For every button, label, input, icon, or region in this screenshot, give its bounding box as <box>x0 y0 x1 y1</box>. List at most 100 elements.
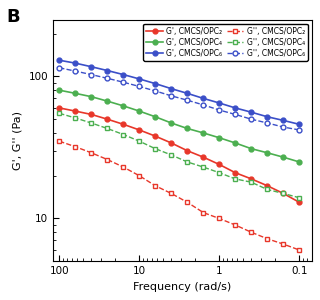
G', CMCS/OPC₂ <box>122 122 125 126</box>
G'', CMCS/OPC₄ <box>73 116 77 120</box>
G'', CMCS/OPC₆ <box>57 66 61 70</box>
G'', CMCS/OPC₄ <box>217 171 221 175</box>
G'', CMCS/OPC₆ <box>137 85 141 88</box>
G', CMCS/OPC₂ <box>169 141 173 145</box>
G', CMCS/OPC₂ <box>137 128 141 132</box>
G', CMCS/OPC₂ <box>185 149 189 152</box>
G'', CMCS/OPC₄ <box>122 133 125 136</box>
G'', CMCS/OPC₆ <box>73 69 77 73</box>
G'', CMCS/OPC₄ <box>57 112 61 115</box>
G'', CMCS/OPC₂ <box>122 165 125 169</box>
G', CMCS/OPC₆ <box>73 61 77 65</box>
G', CMCS/OPC₆ <box>202 97 205 100</box>
G', CMCS/OPC₂ <box>282 192 285 195</box>
G'', CMCS/OPC₄ <box>153 147 157 151</box>
G', CMCS/OPC₂ <box>217 163 221 166</box>
G', CMCS/OPC₂ <box>202 155 205 159</box>
G'', CMCS/OPC₂ <box>89 151 93 154</box>
G', CMCS/OPC₆ <box>169 87 173 91</box>
G', CMCS/OPC₄ <box>185 127 189 130</box>
G'', CMCS/OPC₂ <box>265 237 269 241</box>
G'', CMCS/OPC₆ <box>282 125 285 129</box>
G', CMCS/OPC₄ <box>89 95 93 98</box>
G'', CMCS/OPC₂ <box>153 184 157 188</box>
G'', CMCS/OPC₄ <box>185 160 189 164</box>
G'', CMCS/OPC₆ <box>233 112 237 116</box>
G', CMCS/OPC₄ <box>122 104 125 108</box>
G'', CMCS/OPC₂ <box>137 174 141 178</box>
G', CMCS/OPC₄ <box>297 160 301 164</box>
G'', CMCS/OPC₄ <box>202 165 205 169</box>
G'', CMCS/OPC₂ <box>217 217 221 220</box>
G'', CMCS/OPC₆ <box>122 80 125 84</box>
G', CMCS/OPC₆ <box>233 106 237 110</box>
G', CMCS/OPC₆ <box>265 115 269 119</box>
G', CMCS/OPC₆ <box>89 65 93 68</box>
G', CMCS/OPC₄ <box>153 115 157 119</box>
G'', CMCS/OPC₂ <box>169 192 173 195</box>
G'', CMCS/OPC₂ <box>73 145 77 148</box>
G'', CMCS/OPC₂ <box>297 248 301 252</box>
G', CMCS/OPC₆ <box>122 73 125 76</box>
G', CMCS/OPC₂ <box>73 109 77 113</box>
G', CMCS/OPC₄ <box>265 151 269 154</box>
X-axis label: Frequency (rad/s): Frequency (rad/s) <box>133 282 231 292</box>
G', CMCS/OPC₂ <box>265 184 269 188</box>
G', CMCS/OPC₂ <box>105 117 109 121</box>
G'', CMCS/OPC₄ <box>89 121 93 125</box>
G'', CMCS/OPC₄ <box>265 188 269 191</box>
G'', CMCS/OPC₄ <box>233 177 237 181</box>
G'', CMCS/OPC₆ <box>202 103 205 107</box>
G', CMCS/OPC₄ <box>137 109 141 113</box>
G'', CMCS/OPC₂ <box>282 242 285 246</box>
G'', CMCS/OPC₆ <box>297 128 301 132</box>
G'', CMCS/OPC₆ <box>169 94 173 98</box>
G', CMCS/OPC₄ <box>202 131 205 135</box>
G', CMCS/OPC₆ <box>297 122 301 126</box>
G', CMCS/OPC₆ <box>217 101 221 105</box>
G', CMCS/OPC₂ <box>153 134 157 138</box>
G'', CMCS/OPC₄ <box>297 196 301 200</box>
Legend: G', CMCS/OPC₂, G', CMCS/OPC₄, G', CMCS/OPC₆, G'', CMCS/OPC₂, G'', CMCS/OPC₄, G'': G', CMCS/OPC₂, G', CMCS/OPC₄, G', CMCS/O… <box>143 24 308 61</box>
G', CMCS/OPC₄ <box>217 136 221 140</box>
G', CMCS/OPC₆ <box>249 110 253 114</box>
Line: G', CMCS/OPC₄: G', CMCS/OPC₄ <box>57 88 302 164</box>
G', CMCS/OPC₆ <box>153 82 157 85</box>
G'', CMCS/OPC₄ <box>169 153 173 157</box>
G', CMCS/OPC₆ <box>185 92 189 95</box>
G', CMCS/OPC₂ <box>57 106 61 110</box>
G'', CMCS/OPC₄ <box>137 140 141 143</box>
Line: G', CMCS/OPC₂: G', CMCS/OPC₂ <box>57 106 302 205</box>
G'', CMCS/OPC₂ <box>185 200 189 204</box>
G', CMCS/OPC₂ <box>89 112 93 116</box>
G', CMCS/OPC₄ <box>105 99 109 103</box>
G'', CMCS/OPC₆ <box>249 117 253 121</box>
Text: B: B <box>6 8 20 26</box>
G'', CMCS/OPC₆ <box>153 89 157 93</box>
G', CMCS/OPC₄ <box>73 92 77 95</box>
G', CMCS/OPC₄ <box>169 121 173 125</box>
G'', CMCS/OPC₆ <box>217 108 221 112</box>
G', CMCS/OPC₄ <box>233 141 237 145</box>
G'', CMCS/OPC₂ <box>57 140 61 143</box>
G', CMCS/OPC₄ <box>57 88 61 92</box>
Line: G'', CMCS/OPC₂: G'', CMCS/OPC₂ <box>57 139 302 252</box>
G', CMCS/OPC₄ <box>282 155 285 159</box>
G'', CMCS/OPC₆ <box>89 73 93 76</box>
G'', CMCS/OPC₆ <box>105 76 109 80</box>
G', CMCS/OPC₆ <box>57 58 61 62</box>
G'', CMCS/OPC₆ <box>185 98 189 102</box>
G', CMCS/OPC₆ <box>137 77 141 81</box>
G', CMCS/OPC₆ <box>105 69 109 72</box>
G', CMCS/OPC₂ <box>233 171 237 175</box>
G'', CMCS/OPC₄ <box>249 180 253 184</box>
G'', CMCS/OPC₄ <box>282 192 285 195</box>
G', CMCS/OPC₆ <box>282 118 285 122</box>
G'', CMCS/OPC₄ <box>105 127 109 130</box>
G', CMCS/OPC₄ <box>249 147 253 151</box>
G'', CMCS/OPC₆ <box>265 121 269 125</box>
G'', CMCS/OPC₂ <box>202 211 205 214</box>
G'', CMCS/OPC₂ <box>233 223 237 227</box>
Y-axis label: G', G'' (Pa): G', G'' (Pa) <box>13 111 23 170</box>
G', CMCS/OPC₂ <box>249 177 253 181</box>
